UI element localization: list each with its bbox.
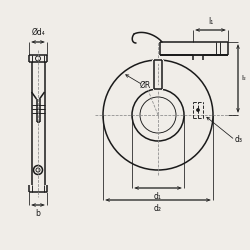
Text: d₂: d₂ <box>154 204 162 213</box>
Text: Ød₄: Ød₄ <box>32 28 46 37</box>
Text: ØR: ØR <box>140 80 151 90</box>
Text: d₁: d₁ <box>154 192 162 201</box>
Circle shape <box>196 108 200 112</box>
Text: d₃: d₃ <box>235 136 243 144</box>
Text: l₁: l₁ <box>208 17 213 26</box>
Text: b: b <box>36 209 41 218</box>
Text: l₂: l₂ <box>241 76 246 82</box>
